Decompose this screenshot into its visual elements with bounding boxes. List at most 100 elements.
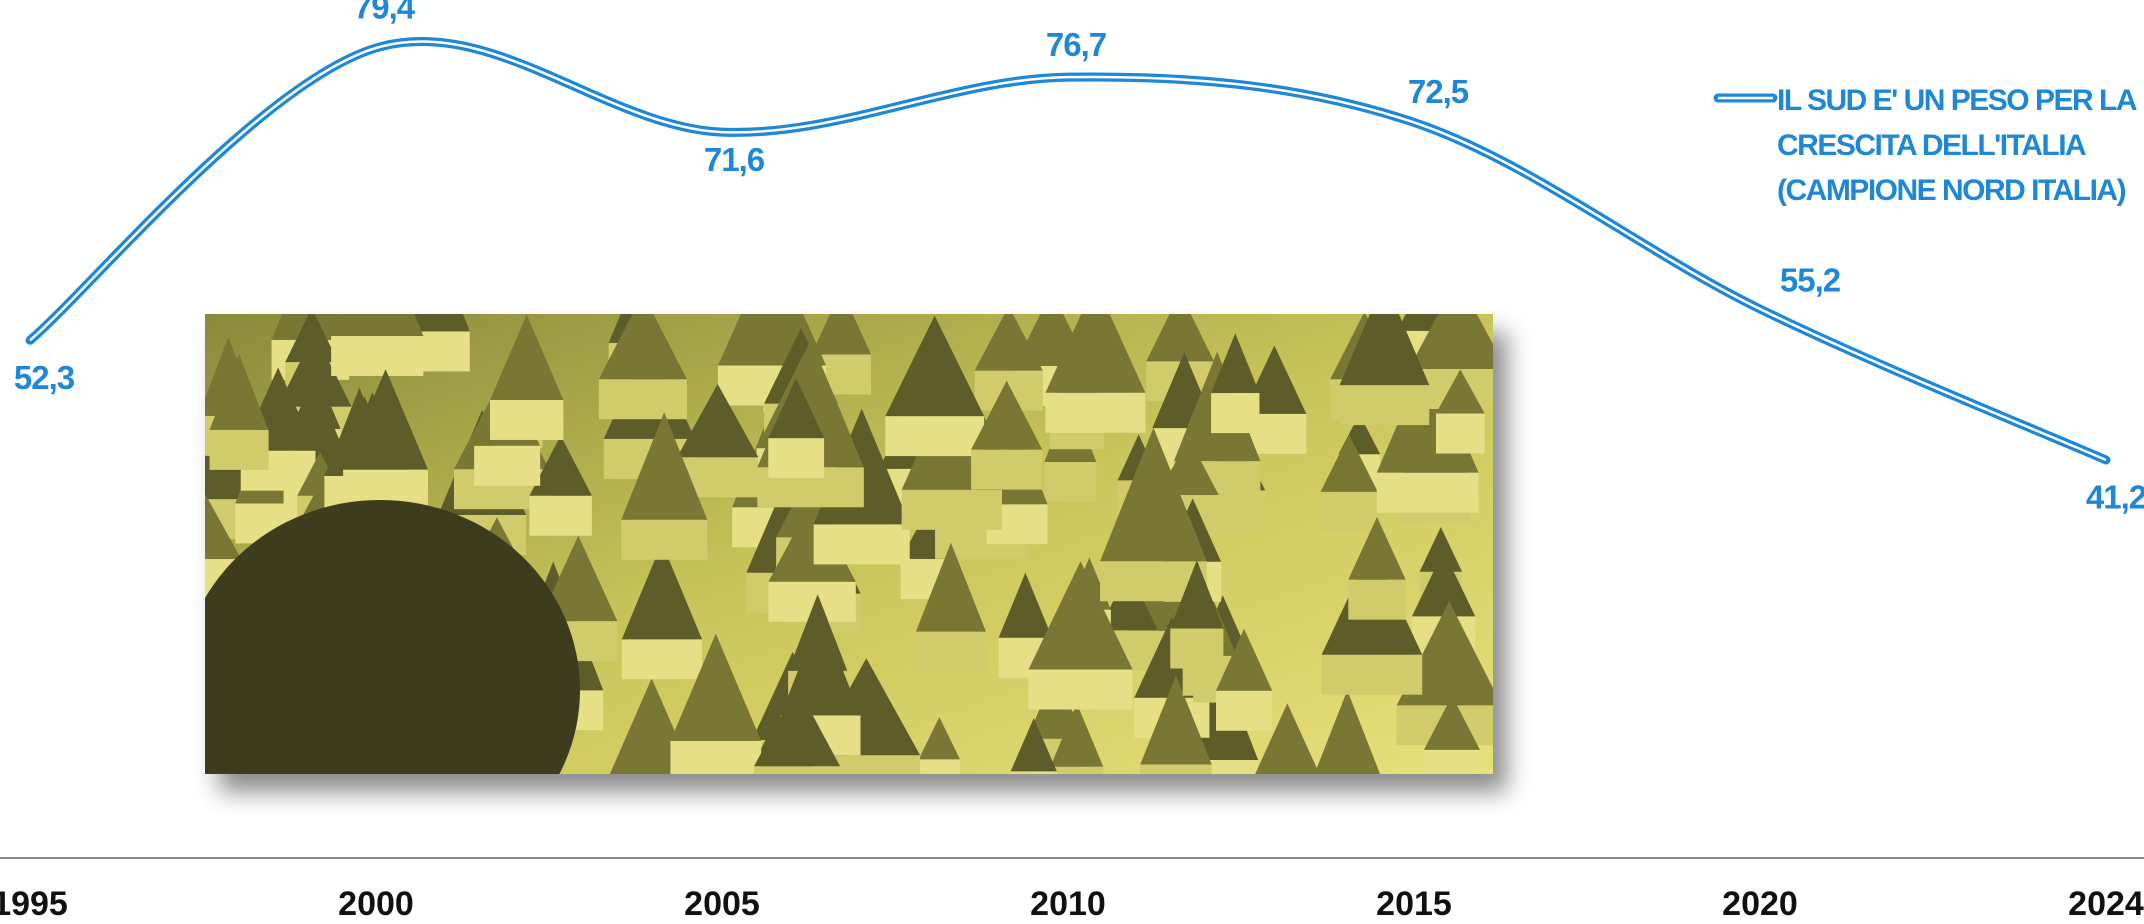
- photo-wall: [598, 379, 687, 420]
- photo-wall: [1211, 393, 1260, 434]
- photo-wall: [971, 449, 1043, 490]
- photo-cone: [1050, 703, 1104, 767]
- photo-cone: [539, 535, 618, 622]
- photo-wall: [1348, 579, 1406, 620]
- photo: [168, 314, 1493, 830]
- photo-wall: [1376, 472, 1479, 513]
- photo-cone: [489, 314, 564, 400]
- photo-wall: [1423, 749, 1480, 774]
- photo-wall: [1314, 776, 1381, 816]
- photo-cone: [1010, 718, 1057, 772]
- photo-cone: [285, 314, 339, 363]
- photo-wall: [331, 335, 424, 376]
- photo-wall: [1435, 413, 1485, 454]
- photo-wall: [670, 740, 762, 774]
- x-tick-label: 2024: [2068, 885, 2144, 923]
- photo-cone: [1339, 314, 1430, 386]
- photo-cone: [1211, 333, 1260, 394]
- photo-wall: [489, 399, 564, 440]
- photo-wall: [1253, 778, 1321, 818]
- photo-cone: [621, 412, 708, 520]
- data-label: 52,3: [14, 359, 75, 396]
- data-label: 71,6: [704, 141, 765, 178]
- photo-wall: [744, 785, 846, 825]
- photo-cone: [621, 542, 703, 640]
- photo-wall: [764, 773, 856, 774]
- photo-cone: [971, 380, 1043, 450]
- photo-cone: [343, 369, 429, 470]
- photo-cone: [1028, 561, 1133, 670]
- data-label: 79,4: [354, 0, 416, 26]
- photo-wall: [1321, 654, 1423, 695]
- x-tick-label: 2000: [338, 885, 414, 923]
- photo-cone: [1314, 690, 1381, 774]
- photo-cone: [998, 572, 1053, 638]
- photo-cone: [209, 354, 269, 430]
- photo-wall: [1170, 628, 1224, 669]
- photo-cone: [331, 314, 424, 336]
- x-tick-label: 2015: [1376, 885, 1452, 923]
- photo-wall: [768, 438, 825, 479]
- photo-wall: [1140, 764, 1212, 774]
- photo-wall: [1320, 491, 1378, 532]
- photo-wall: [1050, 766, 1104, 774]
- photo-cone: [974, 314, 1043, 371]
- photo-wall: [209, 429, 269, 470]
- photo-wall: [915, 631, 986, 672]
- photo-cone: [277, 332, 352, 407]
- photo-cone: [529, 435, 592, 496]
- photo-wall: [168, 790, 252, 830]
- photo-wall: [754, 766, 841, 774]
- photo-cone: [1419, 526, 1463, 572]
- photo-cone: [1435, 369, 1485, 414]
- data-label: 72,5: [1408, 73, 1469, 110]
- photo-cone: [918, 717, 960, 760]
- photo-cone: [1423, 695, 1480, 750]
- x-tick-label: 2010: [1030, 885, 1106, 923]
- photo-cone: [885, 315, 985, 417]
- x-tick-label: 2020: [1722, 885, 1798, 923]
- photo-cone: [780, 613, 861, 716]
- photo-wall: [1044, 461, 1097, 502]
- photo-cone: [1348, 516, 1406, 580]
- photo-cone: [1408, 314, 1493, 369]
- photo-cone: [205, 493, 242, 559]
- photo-cone: [915, 542, 986, 632]
- legend-label: IL SUD E' UN PESO PER LA CRESCITA DELL'I…: [1777, 84, 2136, 207]
- photo-wall: [918, 759, 960, 774]
- x-tick-label: 1995: [0, 885, 68, 923]
- photo-cone: [1140, 675, 1212, 765]
- photo-wall: [1045, 392, 1146, 433]
- photo-tree: [205, 500, 580, 774]
- photo-wall: [885, 416, 985, 457]
- photo-cone: [676, 383, 759, 458]
- photo-cone: [1255, 703, 1320, 774]
- photo-wall: [1010, 771, 1057, 774]
- photo-cone: [670, 633, 762, 741]
- x-tick-label: 2005: [684, 885, 760, 923]
- photo-wall: [813, 524, 910, 565]
- photo-cone: [811, 314, 872, 355]
- photo-cone: [1215, 628, 1273, 691]
- photo-cone: [598, 314, 687, 380]
- photo-cone: [754, 686, 841, 767]
- photo-wall: [1339, 385, 1430, 426]
- photo-wall: [529, 495, 592, 536]
- data-label: 76,7: [1046, 26, 1106, 63]
- photo-cone: [1170, 560, 1224, 629]
- photo-wall: [621, 519, 708, 560]
- photo-cone: [1045, 314, 1146, 393]
- photo-cone: [1146, 314, 1215, 362]
- photo-wall: [603, 789, 700, 829]
- photo-wall: [1028, 669, 1133, 710]
- line-highlight: [29, 40, 2107, 462]
- photo-cone: [1320, 434, 1378, 492]
- photo-cone: [370, 314, 470, 332]
- photo-cone: [1411, 550, 1476, 617]
- photo-cone: [768, 378, 825, 439]
- photo-cone: [1100, 427, 1207, 562]
- photo-wall: [621, 639, 703, 680]
- photo-wall: [901, 489, 1003, 530]
